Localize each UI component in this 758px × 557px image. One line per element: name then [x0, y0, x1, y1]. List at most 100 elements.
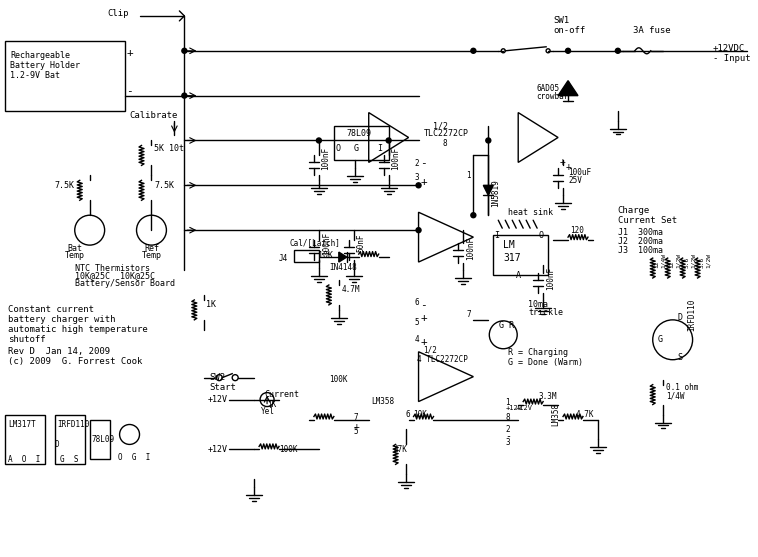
Text: Calibrate: Calibrate — [130, 111, 178, 120]
Text: 8: 8 — [506, 413, 510, 422]
Text: 4.7M: 4.7M — [342, 285, 360, 295]
Text: LM358: LM358 — [551, 403, 560, 426]
Text: 50nF: 50nF — [357, 234, 366, 252]
Text: +: + — [127, 48, 133, 58]
Text: LM317T: LM317T — [8, 420, 36, 429]
Text: 100K: 100K — [279, 445, 298, 454]
Text: 100nF: 100nF — [466, 237, 475, 260]
Text: Clip: Clip — [108, 9, 129, 18]
Text: G = Done (Warm): G = Done (Warm) — [508, 358, 583, 367]
Text: 10K@25C  10K@25C: 10K@25C 10K@25C — [75, 271, 155, 281]
Text: G: G — [354, 144, 359, 153]
Text: 78L09: 78L09 — [347, 129, 371, 138]
Text: 3A fuse: 3A fuse — [633, 26, 670, 35]
Circle shape — [386, 138, 391, 143]
Text: 10ma: 10ma — [528, 300, 548, 309]
Bar — [5, 414, 45, 465]
Text: 5: 5 — [354, 427, 359, 436]
Text: 7.5K: 7.5K — [155, 181, 174, 190]
Text: 2: 2 — [415, 159, 419, 168]
Text: 1.2-9V Bat: 1.2-9V Bat — [10, 71, 60, 80]
Text: SW2: SW2 — [209, 373, 225, 382]
Text: +: + — [421, 177, 428, 187]
Text: Rev D  Jan 14, 2009: Rev D Jan 14, 2009 — [8, 347, 110, 356]
Text: +: + — [560, 158, 566, 168]
Text: IRFD110: IRFD110 — [688, 299, 697, 331]
Text: 120: 120 — [570, 226, 584, 234]
Circle shape — [182, 48, 187, 53]
Text: J4: J4 — [279, 253, 288, 262]
Text: 1: 1 — [506, 398, 510, 407]
Text: SW1: SW1 — [553, 16, 569, 26]
Polygon shape — [339, 252, 347, 262]
Text: 7.5K: 7.5K — [55, 181, 75, 190]
Text: IRFD110: IRFD110 — [57, 420, 89, 429]
Text: O: O — [336, 144, 341, 153]
Text: +: + — [354, 422, 359, 432]
Text: +12VDC: +12VDC — [713, 45, 745, 53]
Text: 100K: 100K — [329, 375, 347, 384]
Text: 5K 10t: 5K 10t — [155, 144, 184, 153]
Text: Cal/[Latch]: Cal/[Latch] — [290, 238, 341, 248]
Text: LM: LM — [503, 240, 515, 250]
Text: Current: Current — [264, 390, 299, 399]
Text: J1  300ma: J1 300ma — [618, 228, 662, 237]
Text: battery charger with: battery charger with — [8, 315, 115, 324]
Circle shape — [416, 183, 421, 188]
Text: -: - — [506, 432, 511, 442]
Text: +: + — [566, 163, 572, 172]
Text: D: D — [55, 440, 59, 449]
Text: 4.7K: 4.7K — [576, 410, 594, 419]
Text: automatic high temperature: automatic high temperature — [8, 325, 148, 334]
Text: Ref: Ref — [144, 243, 159, 253]
Text: 4: 4 — [415, 335, 419, 344]
Text: Battery/Sensor Board: Battery/Sensor Board — [75, 280, 175, 289]
Bar — [89, 419, 110, 460]
Text: 1N5819: 1N5819 — [491, 179, 500, 207]
Text: -: - — [127, 86, 133, 96]
Text: 2: 2 — [506, 425, 510, 434]
Text: 10K: 10K — [318, 251, 333, 260]
Text: 4 TLC2272CP: 4 TLC2272CP — [417, 355, 468, 364]
Text: O: O — [538, 231, 543, 240]
Text: 100nF: 100nF — [322, 232, 331, 255]
Text: S: S — [678, 353, 683, 362]
Text: Yel: Yel — [261, 407, 275, 416]
Circle shape — [565, 48, 571, 53]
Text: 100uF: 100uF — [568, 168, 591, 177]
Text: G: G — [658, 335, 662, 344]
Circle shape — [182, 93, 187, 98]
Text: 317: 317 — [503, 253, 521, 263]
Bar — [55, 414, 85, 465]
Text: A: A — [516, 271, 522, 280]
Text: LM358: LM358 — [371, 397, 395, 406]
Circle shape — [316, 138, 321, 143]
Text: 7: 7 — [466, 310, 471, 319]
Text: 25V: 25V — [568, 176, 582, 185]
Text: 5.6
1/2W: 5.6 1/2W — [684, 252, 695, 267]
Text: +12V: +12V — [207, 445, 227, 454]
Text: 0.1 ohm: 0.1 ohm — [666, 383, 698, 392]
Text: 78L09: 78L09 — [92, 435, 114, 444]
Text: - Input: - Input — [713, 54, 750, 63]
Text: Temp: Temp — [142, 251, 161, 260]
Text: D: D — [678, 314, 683, 323]
Text: +: + — [421, 313, 428, 323]
Text: 1/2: 1/2 — [424, 345, 437, 354]
Text: 1/4W: 1/4W — [666, 391, 684, 400]
Text: 12
1/2W: 12 1/2W — [669, 252, 681, 267]
Text: crowbar: crowbar — [536, 92, 568, 101]
Text: R: R — [508, 321, 513, 330]
Text: J2  200ma: J2 200ma — [618, 237, 662, 246]
Text: I: I — [377, 144, 382, 153]
Text: Bat: Bat — [67, 243, 82, 253]
Text: shutoff: shutoff — [8, 335, 45, 344]
Text: 8: 8 — [443, 139, 447, 148]
Text: +12V: +12V — [515, 404, 532, 411]
Text: 100nF: 100nF — [546, 266, 555, 290]
Text: NTC Thermistors: NTC Thermistors — [75, 263, 150, 272]
Text: G  S: G S — [60, 455, 78, 464]
Text: 7: 7 — [354, 413, 359, 422]
Text: O  G  I: O G I — [117, 453, 150, 462]
Text: 3.6
1/2W: 3.6 1/2W — [700, 252, 710, 267]
